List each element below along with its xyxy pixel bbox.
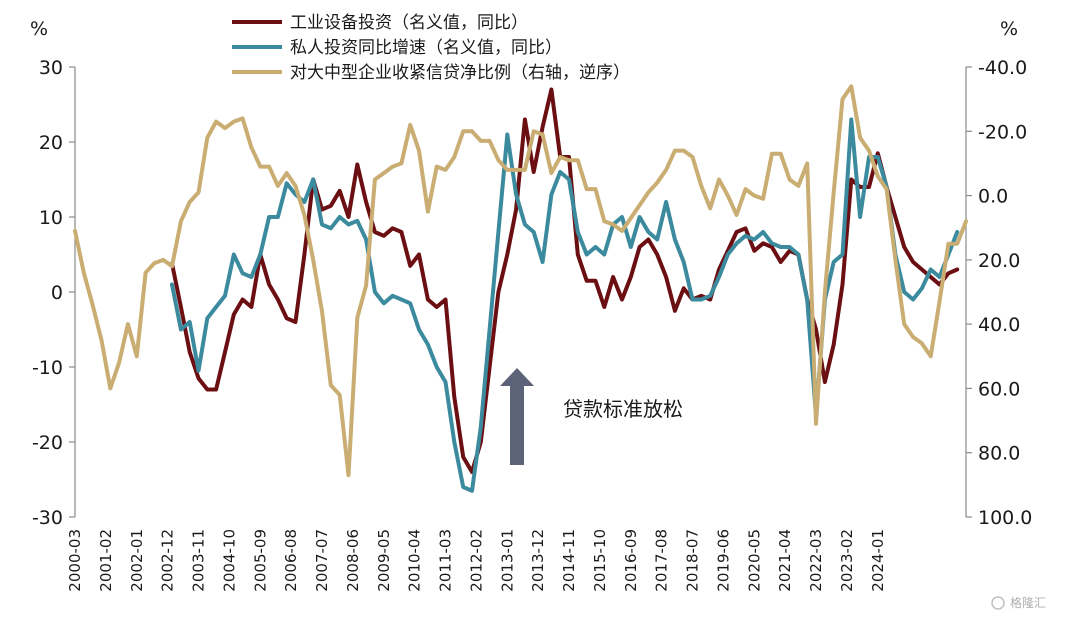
x-tick-label: 2013-12 — [529, 529, 547, 592]
right-tick-label: 80.0 — [978, 443, 1020, 465]
right-tick-label: 20.0 — [978, 250, 1020, 272]
axes: 30 20 10 0 -10 -20 -30 -40.0 -20.0 0.0 20.0 40.0 60.… — [30, 18, 1032, 592]
x-tick-label: 2007-07 — [313, 529, 331, 592]
right-axis-unit: % — [1000, 18, 1018, 40]
right-tick-label: 100.0 — [978, 507, 1032, 529]
x-tick-label: 2005-09 — [251, 529, 269, 592]
legend-label-3: 对大中型企业收紧信贷净比例（右轴，逆序） — [290, 63, 630, 83]
x-tick-label: 2021-04 — [776, 529, 794, 592]
arrow-shaft — [510, 385, 524, 465]
x-tick-label: 2001-02 — [97, 529, 115, 592]
left-tick-label: -30 — [32, 507, 63, 529]
watermark-text: 格隆汇 — [1010, 595, 1046, 610]
left-tick-label: -20 — [32, 432, 63, 454]
x-tick-label: 2011-03 — [437, 529, 455, 592]
x-tick-label: 2009-05 — [375, 529, 393, 592]
left-tick-label: 20 — [39, 132, 63, 154]
x-tick-label: 2010-04 — [406, 529, 424, 592]
x-tick-label: 2012-02 — [467, 529, 485, 592]
x-tick-label: 2016-09 — [622, 529, 640, 592]
x-tick-label: 2008-06 — [344, 529, 362, 592]
x-tick-label: 2000-03 — [66, 529, 84, 592]
x-tick-label: 2002-01 — [128, 529, 146, 592]
x-tick-label: 2022-03 — [807, 529, 825, 592]
x-tick-label: 2023-02 — [838, 529, 856, 592]
x-tick-label: 2024-01 — [869, 529, 887, 592]
x-tick-label: 2014-11 — [560, 529, 578, 592]
right-tick-label: 40.0 — [978, 314, 1020, 336]
x-tick-label: 2018-07 — [684, 529, 702, 592]
watermark-logo-icon — [991, 596, 1005, 610]
series-lines — [73, 84, 968, 493]
x-tick-label: 2013-01 — [498, 529, 516, 592]
left-tick-label: -10 — [32, 357, 63, 379]
x-tick-label: 2002-12 — [159, 529, 177, 592]
x-tick-label: 2020-05 — [745, 529, 763, 592]
x-tick-label: 2006-08 — [282, 529, 300, 592]
x-tick-label: 2015-10 — [591, 529, 609, 592]
left-axis-unit: % — [30, 18, 48, 40]
legend-label-2: 私人投资同比增速（名义值，同比） — [290, 38, 562, 58]
series-line-3 — [73, 84, 968, 478]
right-tick-label: 0.0 — [978, 186, 1008, 208]
annotation-label: 贷款标准放松 — [563, 397, 683, 421]
legend: 工业设备投资（名义值，同比） 私人投资同比增速（名义值，同比） 对大中型企业收紧信贷… — [232, 13, 630, 83]
arrow-head — [500, 368, 534, 386]
right-tick-label: -40.0 — [978, 57, 1027, 79]
left-tick-label: 0 — [51, 282, 63, 304]
x-tick-label: 2004-10 — [220, 529, 238, 592]
left-tick-label: 10 — [39, 207, 63, 229]
x-tick-label: 2017-08 — [653, 529, 671, 592]
right-tick-label: -20.0 — [978, 121, 1027, 143]
x-tick-label: 2019-06 — [714, 529, 732, 592]
right-tick-label: 60.0 — [978, 378, 1020, 400]
legend-label-1: 工业设备投资（名义值，同比） — [290, 13, 528, 33]
x-tick-label: 2003-11 — [190, 529, 208, 592]
left-tick-label: 30 — [39, 57, 63, 79]
